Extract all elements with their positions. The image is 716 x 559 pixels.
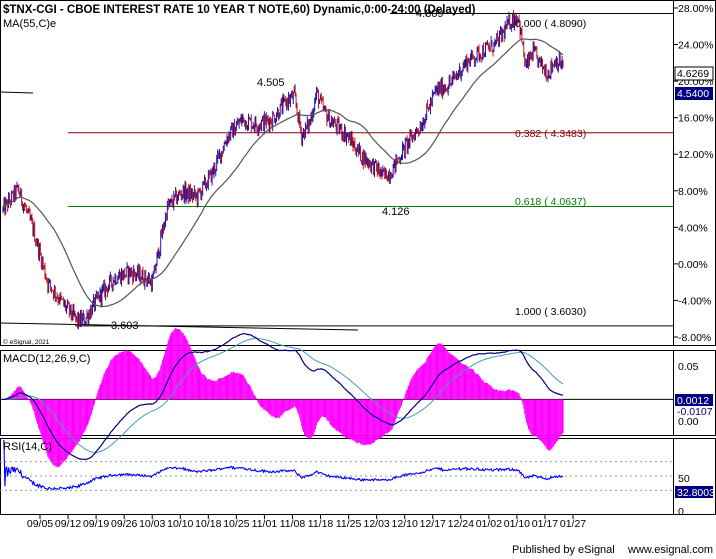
rsi-tick-0: 0 <box>678 506 684 518</box>
last-price-badge <box>675 87 713 100</box>
ma-label: MA(55,C)e <box>3 18 56 30</box>
annotation-low: 3.603 <box>111 320 139 332</box>
watermark: © eSignal, 2021 <box>3 338 50 346</box>
fib-label-0: 0.000 ( 4.8090) <box>515 18 586 30</box>
current-price-text: 4.6269 <box>677 68 709 80</box>
main-y-tick-label: 12.00% <box>678 149 714 161</box>
x-tick-label: 11/01 <box>252 518 278 530</box>
x-tick-label: 01/02 <box>476 518 502 530</box>
rsi-tick-50: 50 <box>678 473 690 485</box>
x-tick-label: 09/26 <box>111 518 137 530</box>
annotation-4126: 4.126 <box>382 206 410 218</box>
macd-series <box>0 327 673 468</box>
macd-value-badge <box>675 394 713 406</box>
main-y-tick-label: 28.00% <box>678 3 714 15</box>
annotation-high: 4.809 <box>416 8 444 20</box>
x-tick-label: 01/27 <box>560 518 586 530</box>
fib-label-1: 1.000 ( 3.6030) <box>515 306 586 318</box>
x-axis-ticks: 09/05 09/12 09/19 09/26 10/03 10/10 10/18 10/25… <box>27 515 586 530</box>
footer-publisher: Published by eSignal <box>512 544 615 556</box>
macd-tick-high: 0.05 <box>678 361 699 373</box>
x-tick-label: 12/10 <box>392 518 418 530</box>
main-y-tick-label: 16.00% <box>678 113 714 125</box>
trendline-left-stub <box>0 91 34 94</box>
rsi-value-text: 32.8003 <box>677 487 715 499</box>
x-tick-label: 11/08 <box>280 518 306 530</box>
fib-label-618: 0.618 ( 4.0637) <box>515 196 586 208</box>
x-tick-label: 11/25 <box>336 518 362 530</box>
rsi-value-badge <box>675 486 713 498</box>
x-tick-label: 09/05 <box>27 518 53 530</box>
current-price-badge <box>674 66 714 81</box>
x-tick-label: 01/17 <box>532 518 558 530</box>
rsi-line <box>3 440 564 491</box>
macd-label: MACD(12,26,9,C) <box>3 353 90 365</box>
annotation-4505: 4.505 <box>257 77 285 89</box>
trendlines <box>0 91 359 331</box>
x-tick-label: 09/19 <box>83 518 109 530</box>
main-y-tick-label: -4.00% <box>678 295 711 307</box>
main-y-tick-label: 24.00% <box>678 40 714 52</box>
macd-tick-zero: 0.00 <box>678 416 699 428</box>
x-tick-label: 10/10 <box>167 518 193 530</box>
main-y-tick-label: -8.00% <box>678 332 711 344</box>
main-y-tick-label: 4.00% <box>678 222 708 234</box>
trendline-bottom <box>0 322 359 331</box>
x-tick-label: 01/10 <box>504 518 530 530</box>
x-tick-label: 12/03 <box>363 518 389 530</box>
main-y-tick-label: 0.00% <box>678 259 708 271</box>
x-tick-label: 12/24 <box>448 518 474 530</box>
rsi-label: RSI(14,C) <box>3 441 52 453</box>
chart-title: $TNX-CGI - CBOE INTEREST RATE 10 YEAR T … <box>3 4 476 16</box>
last-price-text: 4.5400 <box>677 88 709 100</box>
main-y-tick-label: 8.00% <box>678 186 708 198</box>
rsi-series <box>0 440 673 491</box>
moving-average-line <box>2 38 564 308</box>
footer-website: www.esignal.com <box>627 544 713 556</box>
price-candles <box>2 10 564 330</box>
x-tick-label: 10/25 <box>223 518 249 530</box>
macd-line <box>2 332 564 461</box>
macd-value-text: 0.0012 <box>677 395 709 407</box>
x-tick-label: 09/12 <box>55 518 81 530</box>
x-tick-label: 11/18 <box>308 518 334 530</box>
fib-label-382: 0.382 ( 4.3483) <box>515 128 586 140</box>
x-tick-label: 10/18 <box>195 518 221 530</box>
x-tick-label: 12/17 <box>420 518 446 530</box>
macd-signal-text: -0.0107 <box>677 406 713 418</box>
main-y-axis-ticks: 28.00%24.00%20.00%16.00%12.00%8.00%4.00%… <box>673 3 714 344</box>
fibonacci-lines <box>68 12 673 327</box>
x-tick-label: 10/03 <box>139 518 165 530</box>
